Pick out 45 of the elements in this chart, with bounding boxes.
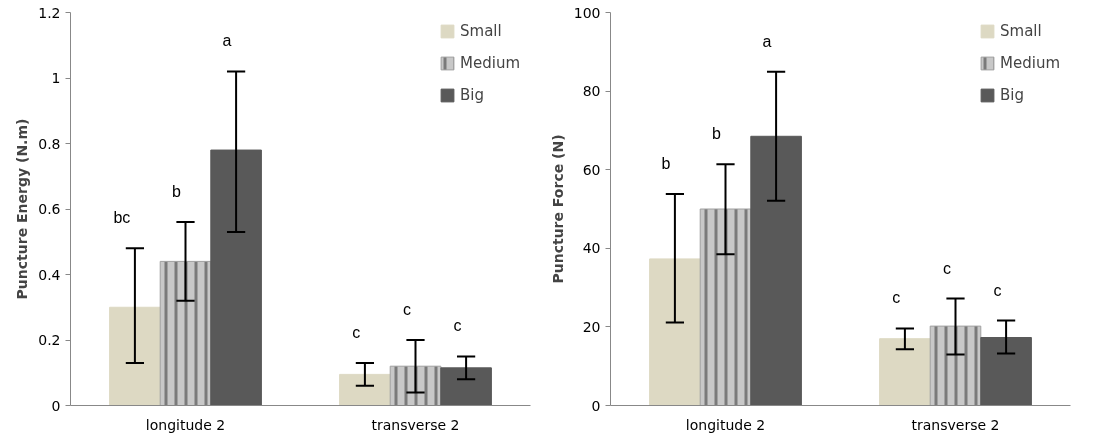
- y-axis-title: Puncture Energy (N.m): [14, 118, 31, 300]
- bar: [109, 306, 161, 406]
- annotation: c: [352, 323, 361, 341]
- annotation: b: [661, 155, 671, 173]
- bar: [339, 373, 391, 406]
- annotation: bc: [113, 209, 131, 227]
- bar: [980, 337, 1032, 406]
- annotation: b: [712, 125, 721, 143]
- y-axis-title: Puncture Force (N): [549, 134, 566, 284]
- bar: [879, 338, 931, 406]
- annotation: c: [402, 301, 411, 318]
- x-tick-label: longitude 2: [145, 416, 226, 433]
- x-tick-label: transverse 2: [911, 416, 1000, 433]
- annotation: c: [892, 289, 901, 307]
- legend-label: Medium: [460, 54, 520, 72]
- y-tick-label: 0: [591, 397, 601, 414]
- legend-label: Small: [460, 22, 502, 40]
- legend-label: Medium: [1000, 54, 1060, 72]
- y-tick-label: 40: [582, 240, 601, 257]
- annotation: c: [993, 281, 1002, 299]
- annotation: a: [762, 32, 772, 50]
- y-tick-label: 0.4: [38, 266, 61, 283]
- legend-label: Small: [1000, 22, 1042, 40]
- annotation: c: [453, 317, 462, 335]
- y-tick-label: 0.8: [38, 135, 61, 152]
- legend-label: Big: [1000, 86, 1024, 104]
- annotation: b: [172, 183, 181, 201]
- x-tick-label: transverse 2: [371, 416, 460, 433]
- bar: [440, 367, 492, 406]
- bar: [210, 149, 262, 406]
- bar: [750, 135, 802, 406]
- y-tick-label: 100: [573, 4, 601, 21]
- y-tick-label: 20: [582, 318, 601, 335]
- annotation: c: [942, 259, 951, 277]
- y-tick-label: 1: [51, 70, 61, 86]
- annotation: a: [222, 32, 232, 50]
- y-tick-label: 0: [51, 397, 61, 414]
- y-tick-label: 60: [582, 161, 601, 178]
- legend-label: Big: [460, 86, 484, 104]
- y-tick-label: 80: [582, 83, 601, 100]
- x-tick-label: longitude 2: [685, 416, 766, 433]
- bar: [649, 258, 701, 406]
- y-tick-label: 1.2: [38, 4, 61, 21]
- y-tick-label: 0.2: [38, 332, 61, 348]
- y-tick-label: 0.6: [38, 201, 61, 217]
